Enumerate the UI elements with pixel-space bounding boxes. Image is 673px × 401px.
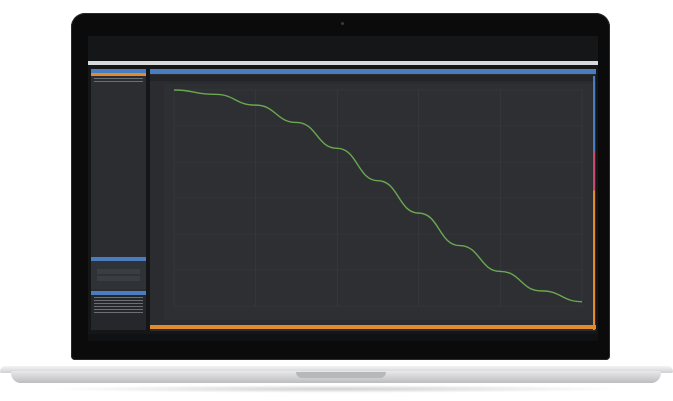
sidebar-item[interactable] [94, 81, 143, 82]
sidebar-selected-item[interactable] [91, 73, 146, 76]
log-header [91, 291, 146, 295]
sidebar-log-panel [91, 291, 146, 330]
camera-icon [341, 22, 344, 25]
laptop-shadow [45, 385, 628, 393]
status-strip [88, 334, 598, 341]
action-button[interactable] [97, 269, 140, 274]
main-tab-bar[interactable] [150, 69, 596, 74]
sidebar-actions-panel [91, 257, 146, 289]
main-area [150, 69, 596, 331]
series-line[interactable] [173, 89, 583, 303]
plot-panel[interactable] [164, 84, 592, 320]
action-button[interactable] [97, 276, 140, 281]
app-menubar[interactable] [88, 61, 598, 65]
laptop-opening-notch [296, 372, 386, 378]
laptop-screen [88, 36, 598, 341]
log-line [94, 297, 143, 298]
log-line [94, 306, 143, 307]
actions-header [91, 257, 146, 261]
sidebar-header[interactable] [91, 69, 146, 73]
sidebar-item[interactable] [94, 78, 143, 79]
plot-svg[interactable] [164, 84, 592, 320]
log-line [94, 300, 143, 301]
left-sidebar [91, 69, 146, 330]
log-line [94, 303, 143, 304]
log-line [94, 312, 143, 313]
laptop-base-lip [0, 366, 673, 373]
bottom-progress-bar [150, 325, 596, 329]
log-line [94, 309, 143, 310]
plot-toolbar[interactable] [150, 75, 596, 81]
right-accent-strip [593, 76, 595, 330]
